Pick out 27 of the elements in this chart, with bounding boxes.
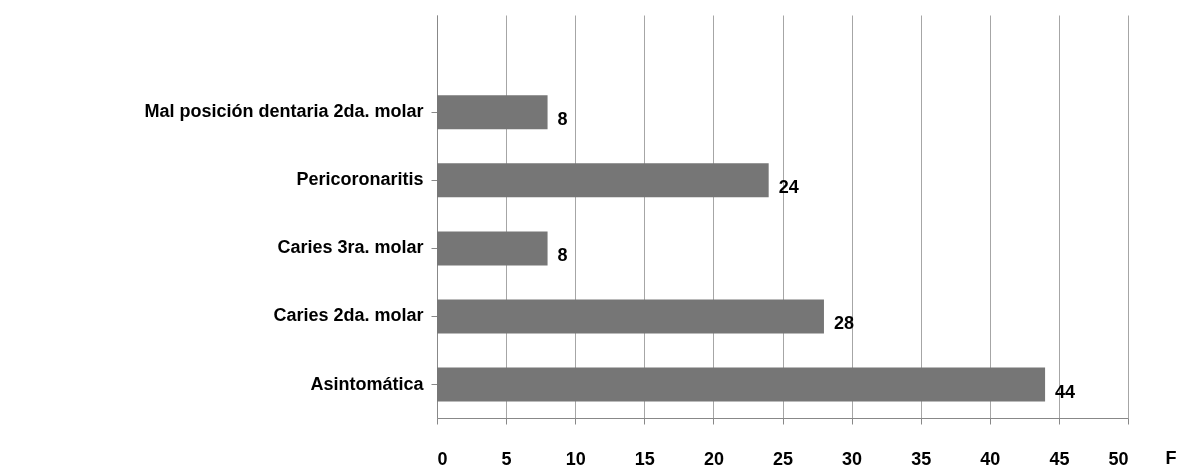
- bar: [437, 367, 1046, 402]
- y-tick-label: Asintomática: [310, 373, 425, 394]
- x-tick-label: 10: [565, 448, 586, 469]
- data-label: 44: [1055, 381, 1076, 402]
- x-tick-label: 15: [634, 448, 655, 469]
- y-tick-label: Caries 2da. molar: [273, 305, 424, 326]
- bar: [437, 231, 548, 266]
- bar: [437, 95, 548, 130]
- x-tick-label: 35: [911, 448, 932, 469]
- x-tick-label: 30: [842, 448, 863, 469]
- bar: [437, 163, 769, 198]
- x-tick-label: 20: [703, 448, 724, 469]
- data-label: 24: [778, 177, 799, 198]
- x-tick-label: 5: [501, 448, 512, 469]
- y-tick-label: Caries 3ra. molar: [277, 237, 424, 258]
- data-label: 8: [557, 245, 568, 266]
- data-label: 8: [557, 109, 568, 130]
- x-axis-title: F: [1165, 447, 1177, 468]
- y-tick-label: Pericoronaritis: [296, 169, 424, 190]
- x-tick-label: 25: [772, 448, 794, 469]
- data-label: 28: [833, 313, 854, 334]
- x-tick-label: 0: [437, 448, 448, 469]
- y-tick-label: Mal posición dentaria 2da. molar: [144, 101, 424, 122]
- x-tick-label: 50: [1108, 448, 1129, 469]
- bar: [437, 299, 824, 334]
- x-tick-label: 40: [980, 448, 1001, 469]
- x-tick-label: 45: [1049, 448, 1070, 469]
